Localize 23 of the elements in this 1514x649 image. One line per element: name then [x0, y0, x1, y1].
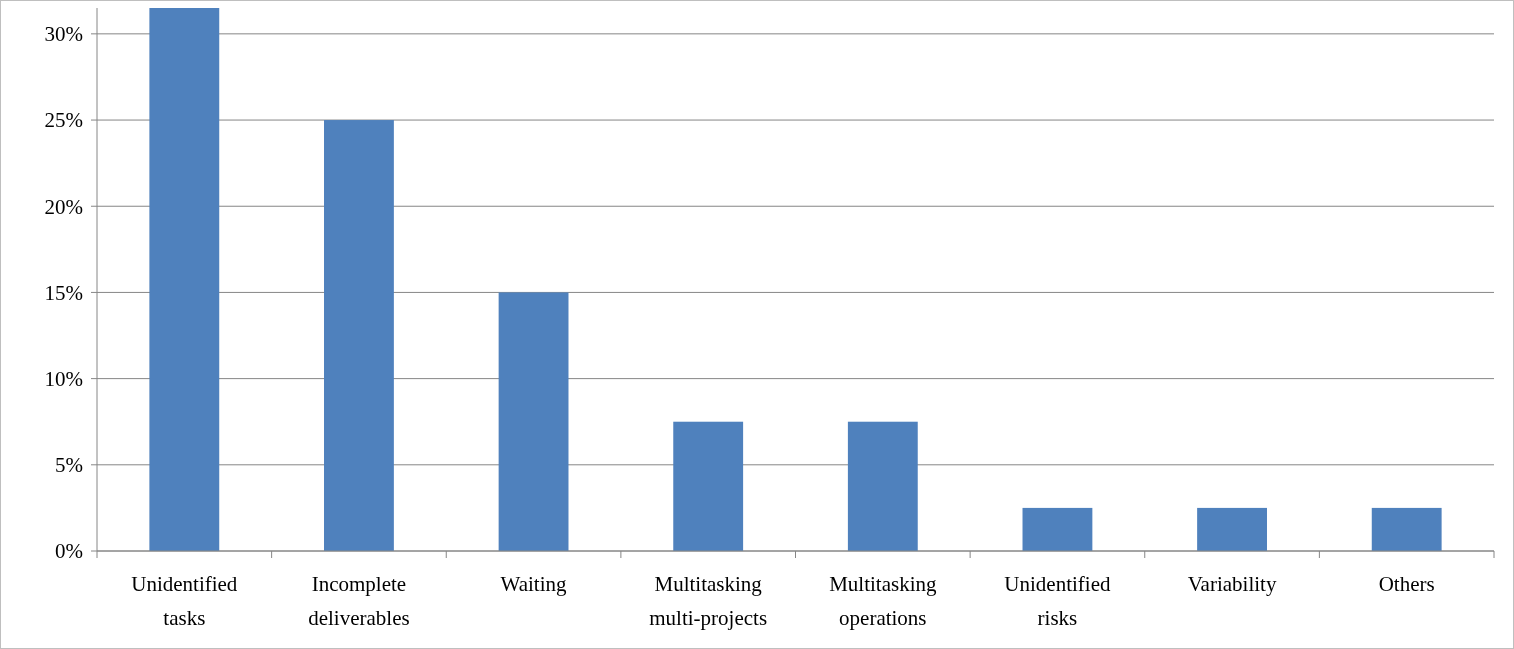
x-tick-label: Incomplete deliverables [308, 572, 410, 630]
x-tick-label: Unidentified risks [1004, 572, 1112, 630]
y-tick-label: 20% [44, 194, 83, 219]
bar [673, 421, 744, 551]
x-tick-label: Variability [1187, 572, 1277, 596]
y-tick-label: 5% [55, 453, 83, 478]
x-tick-label: Waiting [500, 572, 568, 596]
x-tick-label: Multitasking multi-projects [649, 572, 768, 630]
y-tick-label: 10% [44, 366, 83, 391]
bar [149, 8, 220, 551]
x-tick-label: Unidentified tasks [131, 572, 238, 630]
bar [1371, 507, 1442, 551]
x-tick-label: Multitasking operations [829, 572, 937, 630]
y-tick-label: 30% [44, 22, 83, 47]
bar [498, 292, 569, 551]
y-tick-label: 15% [44, 280, 83, 305]
bar [324, 120, 394, 551]
y-tick-label: 0% [55, 539, 83, 564]
bar [847, 421, 918, 551]
bar [1022, 507, 1093, 551]
x-tick-label: Others [1378, 572, 1435, 596]
bar [1197, 507, 1267, 551]
y-tick-label: 25% [44, 108, 83, 133]
